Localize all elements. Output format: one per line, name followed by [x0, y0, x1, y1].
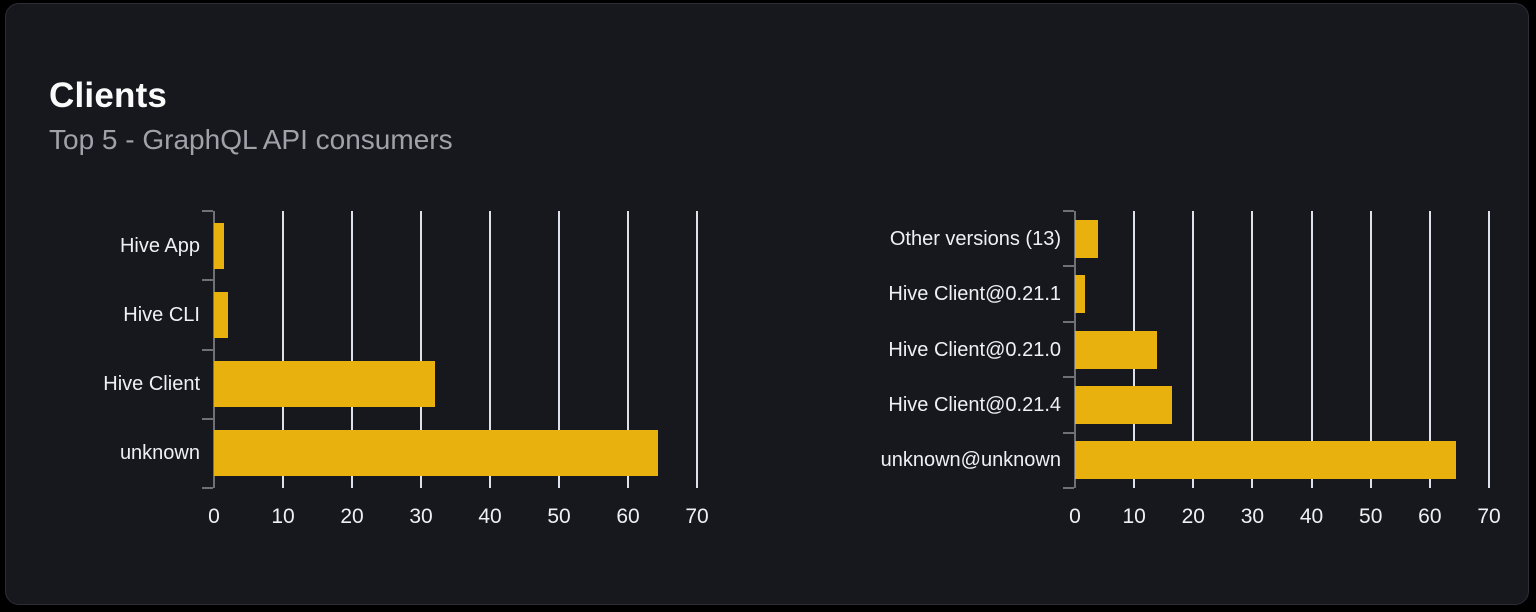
bar-hive-app[interactable] — [214, 222, 224, 269]
gridline-x70 — [696, 211, 698, 488]
y-axis-line — [213, 211, 215, 488]
y-axis-tick — [202, 349, 213, 351]
y-axis-tick — [202, 487, 213, 489]
y-axis-tick — [202, 210, 213, 212]
gridline-x60 — [627, 211, 629, 488]
bar-hive-client-0-21-1[interactable] — [1075, 275, 1086, 314]
x-tick-label: 30 — [1240, 505, 1265, 528]
x-tick-label: 50 — [547, 505, 571, 528]
card-subtitle: Top 5 - GraphQL API consumers — [49, 124, 453, 155]
gridline-x70 — [1488, 211, 1490, 488]
x-tick-label: 60 — [1418, 505, 1442, 528]
y-axis-tick — [1063, 265, 1074, 267]
card-title: Clients — [49, 76, 168, 116]
x-tick-label: 50 — [1359, 505, 1383, 528]
gridline-x60 — [1428, 211, 1431, 488]
bar-hive-cli[interactable] — [214, 291, 229, 338]
bar-hive-client[interactable] — [214, 361, 436, 408]
category-label: Hive App — [119, 234, 200, 257]
x-tick-label: 10 — [271, 505, 295, 528]
y-axis-tick — [202, 418, 213, 420]
gridline-x40 — [489, 211, 491, 488]
x-tick-label: 0 — [208, 505, 220, 528]
x-tick-label: 40 — [478, 505, 502, 528]
x-tick-label: 40 — [1299, 505, 1324, 528]
y-axis-tick — [1063, 376, 1074, 378]
x-tick-label: 70 — [685, 505, 709, 528]
bar-other-versions-13-[interactable] — [1075, 219, 1099, 258]
category-label: unknown@unknown — [880, 449, 1061, 472]
x-tick-label: 70 — [1477, 505, 1501, 528]
category-label: Hive Client@0.21.0 — [888, 338, 1061, 361]
category-label: Hive Client@0.21.4 — [888, 393, 1061, 416]
x-tick-label: 60 — [616, 505, 640, 528]
chart-clients-by-name: Hive App Hive CLI Hive Client unknown 0 10 20 3… — [103, 210, 709, 528]
y-axis-tick — [202, 279, 213, 281]
category-label: Other versions (13) — [889, 227, 1061, 250]
category-label: Hive Client — [103, 373, 200, 396]
x-tick-label: 30 — [409, 505, 433, 528]
gridline-x20 — [351, 211, 353, 488]
gridline-x50 — [558, 211, 560, 488]
gridline-x30 — [1251, 211, 1254, 488]
gridline-x50 — [1369, 211, 1372, 488]
bar-unknown[interactable] — [214, 430, 659, 477]
y-axis-tick — [1063, 321, 1074, 323]
x-tick-label: 20 — [340, 505, 364, 528]
category-label: unknown — [119, 442, 200, 465]
bar-unknown-unknown[interactable] — [1075, 441, 1456, 480]
category-label: Hive Client@0.21.1 — [888, 283, 1061, 306]
gridline-x30 — [420, 211, 422, 488]
y-axis-tick — [1063, 487, 1074, 489]
y-axis-tick — [1063, 432, 1074, 434]
x-tick-label: 10 — [1122, 505, 1146, 528]
x-tick-label: 20 — [1181, 505, 1205, 528]
clients-card: Clients Top 5 - GraphQL API consumers Hi… — [5, 3, 1529, 605]
chart-clients-by-version: Other versions (13) Hive Client@0.21.1 Hiv… — [881, 210, 1501, 528]
category-label: Hive CLI — [123, 303, 200, 326]
bar-hive-client-0-21-4[interactable] — [1075, 385, 1172, 424]
x-tick-label: 0 — [1069, 505, 1081, 528]
gridline-x20 — [1192, 211, 1195, 488]
gridline-x40 — [1310, 211, 1313, 488]
y-axis-tick — [1063, 210, 1074, 212]
gridline-x10 — [282, 211, 284, 488]
bar-hive-client-0-21-0[interactable] — [1075, 330, 1158, 369]
